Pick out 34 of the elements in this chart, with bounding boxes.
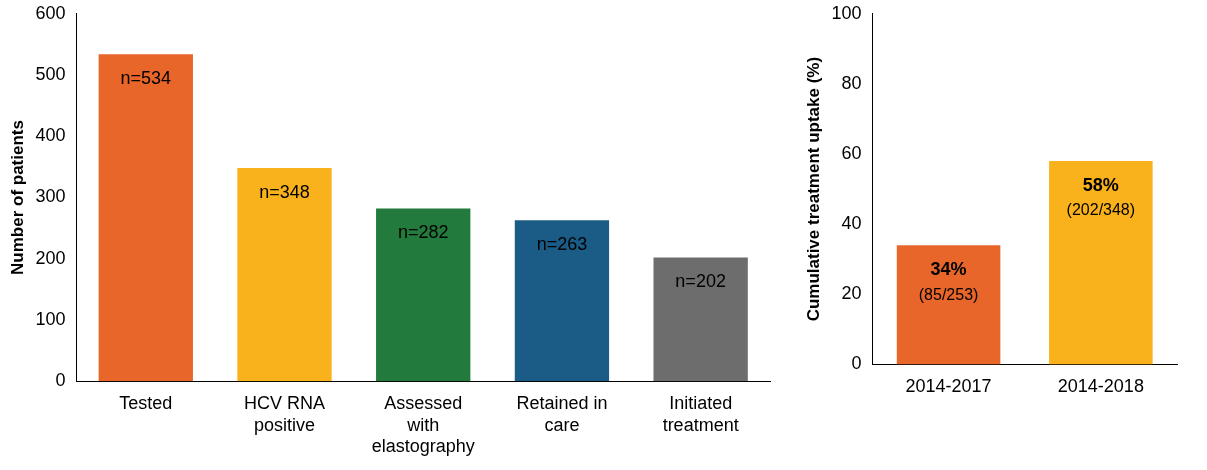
data-label: n=534 <box>120 68 172 89</box>
x-tick-label: Tested <box>119 392 173 413</box>
y-tick-label: 200 <box>35 247 66 268</box>
y-axis-title: Cumulative treatment uptake (%) <box>803 56 823 322</box>
y-tick-label: 400 <box>35 125 66 146</box>
data-label: n=202 <box>675 271 726 292</box>
x-tick-label: Initiated treatment <box>662 392 739 435</box>
y-tick-label: 0 <box>55 370 66 391</box>
y-tick-label: 100 <box>35 308 66 329</box>
data-label: 58% (202/348) <box>1066 175 1136 219</box>
y-tick-label: 60 <box>841 143 862 164</box>
y-axis-title: Number of patients <box>7 120 27 275</box>
x-tick-label: HCV RNA positive <box>243 392 326 435</box>
data-label: n=348 <box>259 182 310 203</box>
y-tick-label: 0 <box>851 353 862 374</box>
bar <box>237 168 332 382</box>
data-label: n=263 <box>536 234 588 255</box>
x-tick-label: Assessed with elastography <box>371 392 475 457</box>
bar <box>514 220 610 382</box>
y-tick-label: 20 <box>841 283 862 304</box>
y-tick-label: 100 <box>831 2 862 23</box>
data-label: n=282 <box>397 222 449 243</box>
x-tick-label: 2014-2018 <box>1057 376 1144 397</box>
y-tick-label: 300 <box>35 186 66 207</box>
data-label: 34% (85/253) <box>918 259 979 303</box>
y-tick-label: 600 <box>35 2 66 23</box>
bar <box>98 54 193 382</box>
bar <box>376 208 471 382</box>
y-tick-label: 500 <box>35 64 66 84</box>
bar <box>653 257 748 382</box>
y-tick-label: 40 <box>841 213 862 234</box>
y-tick-label: 80 <box>841 72 862 93</box>
x-tick-label: Retained in care <box>516 392 608 435</box>
x-tick-label: 2014-2017 <box>905 376 992 397</box>
